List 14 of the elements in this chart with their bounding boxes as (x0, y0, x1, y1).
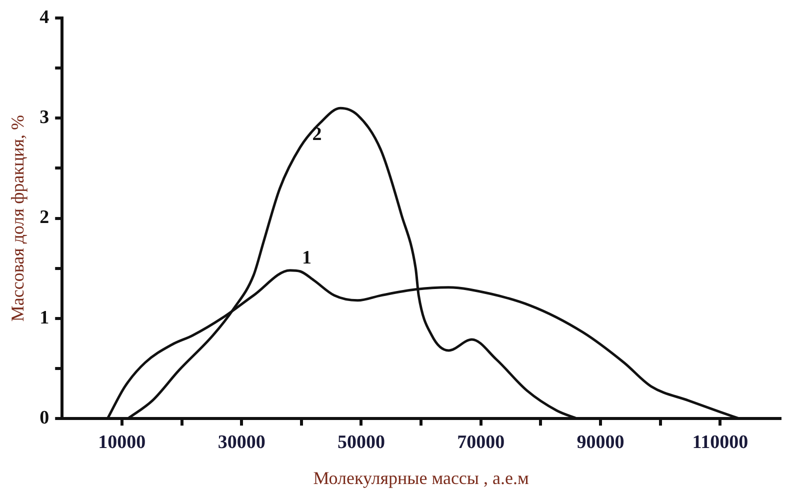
series-label: 1 (302, 247, 312, 268)
y-tick-label: 4 (40, 6, 50, 28)
y-axis-title: Массовая доля фракция, % (8, 114, 28, 322)
y-tick-label: 2 (40, 207, 50, 228)
y-tick-label: 3 (40, 107, 50, 128)
x-tick-label: 30000 (218, 432, 266, 453)
x-tick-label: 110000 (692, 432, 748, 453)
y-tick-label: 0 (40, 408, 50, 429)
y-tick-label: 1 (40, 307, 50, 328)
x-tick-label: 90000 (576, 432, 624, 453)
x-tick-label: 70000 (457, 432, 505, 453)
x-tick-label: 10000 (98, 432, 146, 453)
x-tick-label: 50000 (337, 432, 385, 453)
x-axis-title: Молекулярные массы , а.е.м (313, 468, 529, 488)
